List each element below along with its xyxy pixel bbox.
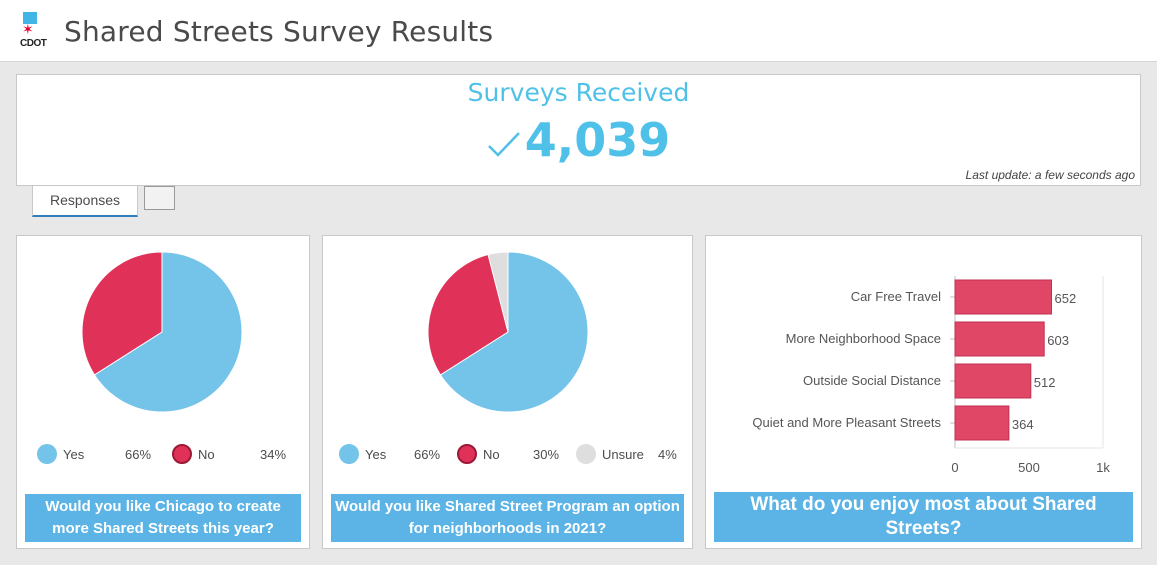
x-tick-label: 1k bbox=[1096, 460, 1110, 475]
last-update-text: Last update: a few seconds ago bbox=[965, 168, 1135, 182]
legend-percent: 66% bbox=[125, 447, 152, 462]
legend-percent: 34% bbox=[260, 447, 287, 462]
legend-label: Yes bbox=[63, 447, 85, 462]
chart-card-create-shared-streets: Yes 66% No 34% Would you like Chicago to… bbox=[16, 235, 310, 549]
page-title: Shared Streets Survey Results bbox=[64, 15, 494, 48]
question-label: Would you like Chicago to create more Sh… bbox=[25, 494, 301, 542]
legend-item-no[interactable]: No 30% bbox=[457, 444, 567, 466]
question-label: Would you like Shared Street Program an … bbox=[331, 494, 684, 542]
check-icon bbox=[487, 131, 520, 157]
legend-item-yes[interactable]: Yes 66% bbox=[339, 444, 449, 466]
app-header: ✶ CDOT Shared Streets Survey Results bbox=[0, 0, 1157, 62]
flag-icon bbox=[23, 12, 37, 24]
legend-percent: 4% bbox=[658, 447, 677, 462]
pie-chart-1 bbox=[81, 251, 243, 413]
surveys-count: 4,039 bbox=[524, 113, 671, 167]
category-label: Outside Social Distance bbox=[803, 373, 941, 388]
bar-chart: Car Free Travel 652 More Neighborhood Spac… bbox=[752, 276, 1110, 475]
legend-dot-yes bbox=[37, 444, 57, 464]
bar-2[interactable] bbox=[954, 363, 1032, 399]
pie-slice-no[interactable] bbox=[427, 253, 509, 376]
surveys-received-panel: Surveys Received 4,039 Last update: a fe… bbox=[16, 74, 1141, 186]
surveys-label: Surveys Received bbox=[467, 78, 690, 107]
legend-item-unsure[interactable]: Unsure 4% bbox=[576, 444, 686, 466]
bar-value-label: 364 bbox=[1012, 417, 1034, 432]
x-tick-label: 0 bbox=[951, 460, 958, 475]
legend-label: Unsure bbox=[602, 447, 644, 462]
bar-0[interactable] bbox=[954, 279, 1052, 315]
category-label: Car Free Travel bbox=[851, 289, 941, 304]
legend-dot-yes bbox=[339, 444, 359, 464]
legend-dot-no bbox=[457, 444, 477, 464]
tab-responses[interactable]: Responses bbox=[32, 186, 138, 217]
legend-item-yes[interactable]: Yes 66% bbox=[37, 444, 157, 466]
legend-label: No bbox=[483, 447, 500, 462]
legend-label: No bbox=[198, 447, 215, 462]
star-icon: ✶ bbox=[22, 21, 34, 37]
pie-slice-yes[interactable] bbox=[439, 251, 589, 413]
x-tick-label: 500 bbox=[1018, 460, 1040, 475]
bar-value-label: 603 bbox=[1047, 333, 1069, 348]
surveys-count-row: 4,039 bbox=[17, 113, 1140, 167]
question-label: What do you enjoy most about Shared Stre… bbox=[714, 492, 1133, 542]
cdot-logo: ✶ CDOT bbox=[20, 12, 48, 52]
legend-percent: 30% bbox=[533, 447, 560, 462]
legend-dot-no bbox=[172, 444, 192, 464]
category-label: Quiet and More Pleasant Streets bbox=[752, 415, 941, 430]
pie-slice-no[interactable] bbox=[81, 251, 163, 376]
bar-1[interactable] bbox=[954, 321, 1045, 357]
chart-card-enjoy-most: Car Free Travel 652 More Neighborhood Spac… bbox=[705, 235, 1142, 549]
bar-value-label: 652 bbox=[1054, 291, 1076, 306]
logo-label: CDOT bbox=[20, 38, 47, 49]
bar-value-label: 512 bbox=[1034, 375, 1056, 390]
chart-card-program-option: Yes 66% No 30% Unsure 4% Would you like … bbox=[322, 235, 693, 549]
pie-slice-yes[interactable] bbox=[93, 251, 243, 413]
legend-item-no[interactable]: No 34% bbox=[172, 444, 292, 466]
legend-label: Yes bbox=[365, 447, 387, 462]
pie-slice-unsure[interactable] bbox=[487, 251, 509, 333]
tab-unnamed[interactable] bbox=[144, 186, 175, 210]
legend-percent: 66% bbox=[414, 447, 441, 462]
category-label: More Neighborhood Space bbox=[786, 331, 941, 346]
bar-3[interactable] bbox=[954, 405, 1010, 441]
pie-chart-2 bbox=[427, 251, 589, 413]
legend-dot-unsure bbox=[576, 444, 596, 464]
